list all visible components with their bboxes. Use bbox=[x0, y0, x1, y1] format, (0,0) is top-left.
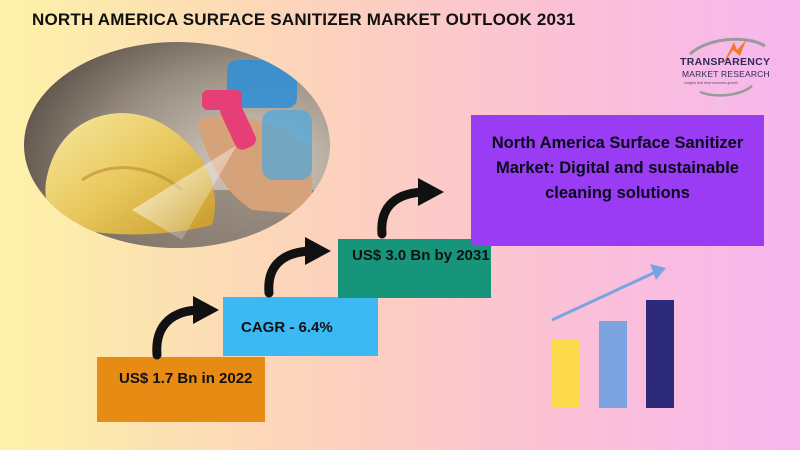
logo-tagline: Insights that drive business growth bbox=[684, 81, 738, 85]
transparency-market-research-logo: TRANSPARENCY MARKET RESEARCH Insights th… bbox=[670, 36, 780, 98]
growth-bars-icon bbox=[551, 264, 674, 408]
logo-swoosh-icon bbox=[688, 37, 766, 97]
step-cagr: CAGR - 6.4% bbox=[223, 297, 378, 356]
curved-arrow-icon bbox=[152, 296, 219, 360]
headline-box: North America Surface Sanitizer Market: … bbox=[471, 115, 764, 246]
step-value-2031: US$ 3.0 Bn by 2031 bbox=[338, 239, 491, 298]
page-title: NORTH AMERICA SURFACE SANITIZER MARKET O… bbox=[32, 10, 576, 29]
curved-arrow-icon bbox=[264, 237, 331, 298]
logo-subtitle: MARKET RESEARCH bbox=[682, 69, 770, 79]
curved-arrow-icon bbox=[377, 178, 444, 239]
logo-name: TRANSPARENCY bbox=[680, 56, 771, 68]
spray-cleaning-photo bbox=[24, 42, 330, 248]
step-value-2022: US$ 1.7 Bn in 2022 bbox=[97, 357, 265, 422]
